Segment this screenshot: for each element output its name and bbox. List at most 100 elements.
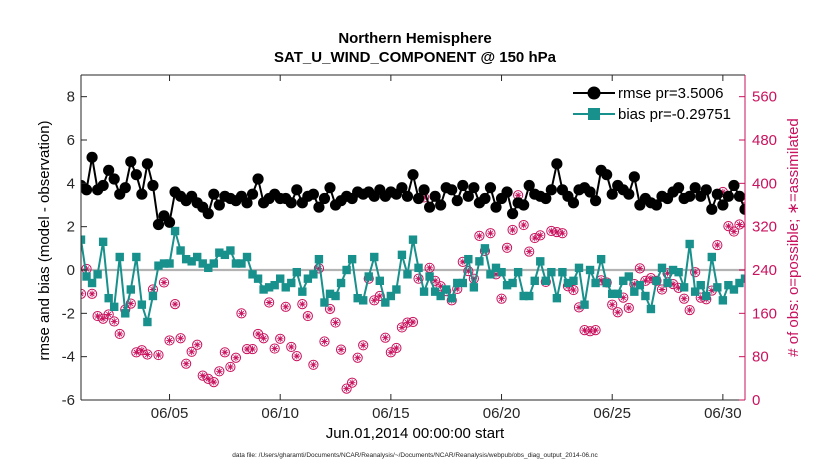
obs-assimilated-point — [803, 222, 810, 229]
bias-point — [165, 259, 174, 268]
bias-point — [713, 283, 722, 292]
rmse-point — [418, 184, 430, 196]
rmse-point — [252, 173, 264, 185]
bias-point — [563, 278, 573, 288]
obs-possible-point — [86, 288, 98, 299]
y-right-tick-label: 80 — [752, 349, 769, 366]
obs-possible-point — [734, 219, 745, 230]
rmse-point — [97, 179, 109, 192]
obs-possible-point — [197, 370, 208, 381]
bias-point — [264, 283, 274, 292]
obs-possible-point — [153, 349, 164, 361]
bias-point — [419, 287, 429, 296]
x-axis-label: Jun.01,2014 00:00:00 start — [325, 425, 505, 442]
bias-point — [198, 259, 207, 268]
obs-assimilated-point — [370, 297, 378, 304]
obs-assimilated-point — [265, 299, 273, 306]
footer-file-path: data file: /Users/gharamti/Documents/NCA… — [232, 452, 598, 459]
obs-possible-point — [507, 224, 518, 236]
bias-point — [253, 274, 263, 283]
bias-point — [347, 254, 357, 264]
obs-possible-point — [131, 347, 142, 358]
obs-assimilated-point — [686, 306, 693, 314]
rmse-point — [722, 190, 735, 202]
rmse-point — [684, 190, 696, 202]
obs-possible-point — [302, 310, 313, 322]
y-right-tick-label: 480 — [752, 132, 777, 149]
rmse-point — [396, 182, 408, 194]
obs-assimilated-point — [453, 285, 461, 293]
bias-point — [685, 239, 694, 249]
rmse-point — [435, 199, 447, 211]
obs-possible-point — [623, 302, 634, 314]
bias-point — [143, 317, 152, 327]
obs-possible-point — [219, 347, 230, 358]
obs-assimilated-point — [376, 292, 384, 300]
obs-possible-point — [164, 335, 175, 346]
obs-assimilated-point — [105, 311, 112, 318]
bias-point — [613, 289, 622, 299]
bias-point — [425, 272, 434, 281]
obs-possible-point — [728, 226, 740, 237]
bias-point — [547, 267, 556, 277]
rmse-point — [822, 186, 830, 197]
bias-point — [242, 252, 252, 262]
obs-assimilated-point — [536, 232, 544, 239]
bias-point — [414, 263, 423, 273]
obs-assimilated-point — [260, 334, 267, 342]
obs-possible-point — [275, 333, 286, 344]
obs-assimilated-point — [725, 222, 732, 230]
obs-possible-point — [774, 395, 783, 404]
bias-point — [807, 253, 815, 261]
bias-point — [458, 278, 467, 288]
rmse-point — [523, 179, 535, 192]
bias-point — [276, 274, 285, 283]
obs-possible-point — [568, 284, 579, 296]
obs-assimilated-point — [775, 397, 782, 404]
rmse-point — [706, 203, 718, 215]
obs-assimilated-point — [581, 326, 588, 334]
obs-assimilated-point — [271, 345, 278, 352]
obs-assimilated-point — [210, 378, 218, 386]
obs-assimilated-point — [193, 341, 201, 349]
bias-point — [287, 278, 296, 288]
obs-possible-point — [291, 351, 302, 362]
obs-assimilated-point — [304, 312, 312, 320]
bias-point — [729, 285, 739, 294]
rmse-point — [540, 192, 552, 205]
obs-possible-point — [607, 299, 618, 310]
bias-point — [209, 259, 218, 268]
y-right-tick-label: 160 — [752, 305, 777, 322]
bias-point — [137, 300, 147, 309]
obs-possible-point — [723, 221, 734, 232]
bias-point — [408, 235, 418, 244]
legend-bias-marker — [588, 108, 600, 120]
bias-point — [497, 267, 506, 277]
obs-assimilated-point — [691, 268, 699, 276]
obs-assimilated-point — [409, 318, 417, 326]
bias-point — [104, 293, 113, 303]
obs-possible-point — [690, 267, 701, 278]
rmse-point — [163, 216, 176, 228]
rmse-point — [750, 191, 761, 202]
obs-assimilated-point — [83, 265, 90, 273]
obs-possible-point — [92, 310, 103, 322]
rmse-point — [490, 201, 502, 213]
obs-possible-point — [823, 239, 830, 248]
bias-point — [624, 272, 633, 281]
obs-assimilated-point — [299, 300, 306, 308]
obs-assimilated-point — [819, 258, 826, 265]
obs-possible-point — [634, 263, 645, 274]
bias-point — [818, 283, 826, 291]
legend-rmse-label: rmse pr=3.5006 — [618, 85, 723, 102]
bias-point — [635, 280, 645, 290]
chart-title: Northern Hemisphere — [338, 30, 492, 47]
y-left-tick-label: 0 — [67, 262, 75, 279]
obs-assimilated-point — [619, 294, 627, 301]
obs-assimilated-point — [99, 315, 107, 323]
bias-point — [226, 246, 235, 255]
bias-point — [193, 252, 202, 262]
bias-point — [591, 278, 600, 288]
rmse-point — [291, 184, 303, 196]
y-left-tick-label: -6 — [62, 392, 75, 409]
